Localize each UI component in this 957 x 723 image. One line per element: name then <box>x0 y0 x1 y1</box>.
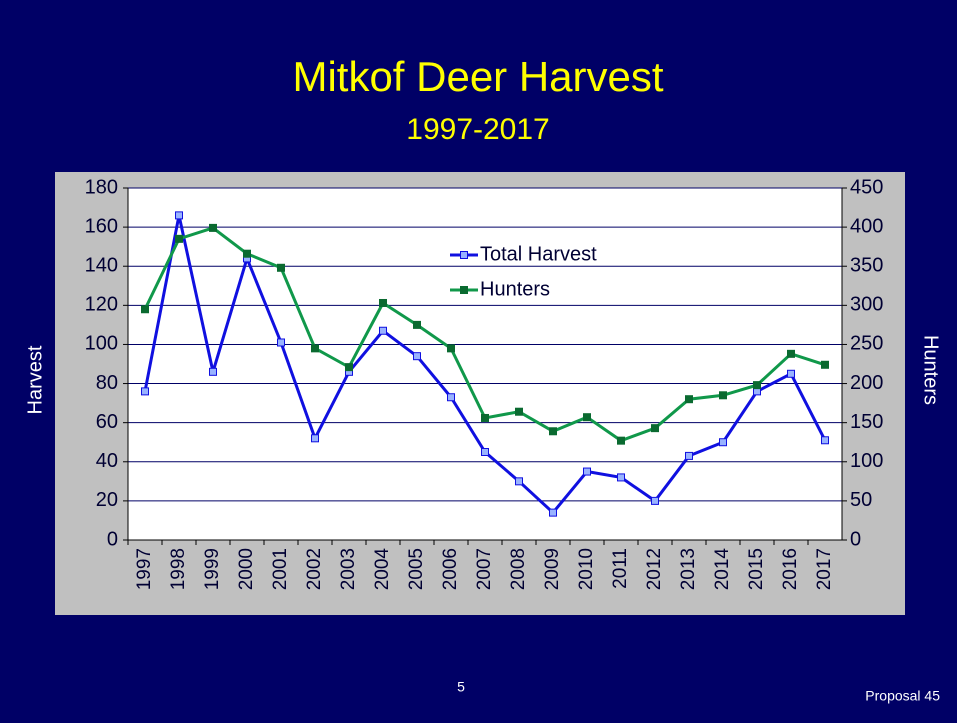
y2-axis-title: Hunters <box>920 335 942 405</box>
legend-marker <box>460 251 468 259</box>
chart-title: Mitkof Deer Harvest <box>292 53 663 100</box>
data-point <box>277 263 285 272</box>
data-point <box>141 305 149 314</box>
data-point <box>515 477 523 486</box>
x-tick-label: 2013 <box>678 548 699 590</box>
y-axis-title: Harvest <box>24 345 46 414</box>
y2-tick-label: 300 <box>850 294 883 316</box>
data-point <box>617 436 625 445</box>
data-point <box>787 369 795 378</box>
y-tick-label: 0 <box>107 528 118 550</box>
x-tick-label: 2017 <box>814 548 835 590</box>
data-point <box>685 395 693 404</box>
x-tick-label: 1998 <box>168 548 189 590</box>
legend-label: Hunters <box>480 278 550 300</box>
data-point <box>549 427 557 436</box>
data-point <box>209 367 217 376</box>
data-point <box>583 413 591 422</box>
data-point <box>311 344 319 353</box>
x-tick-label: 2012 <box>644 548 665 590</box>
y2-tick-label: 0 <box>850 528 861 550</box>
data-point <box>379 298 387 307</box>
x-tick-label: 2003 <box>338 548 359 590</box>
y2-tick-label: 350 <box>850 255 883 277</box>
x-tick-label: 2010 <box>576 548 597 590</box>
x-tick-label: 2005 <box>406 548 427 590</box>
legend-label: Total Harvest <box>480 243 597 265</box>
x-tick-label: 2015 <box>746 548 767 590</box>
x-tick-label: 2006 <box>440 548 461 590</box>
data-point <box>175 211 183 220</box>
data-point <box>277 338 285 347</box>
data-point <box>141 387 149 396</box>
legend-marker <box>460 286 468 294</box>
y-tick-label: 100 <box>85 333 118 355</box>
y-tick-label: 60 <box>96 411 118 433</box>
data-point <box>345 363 353 372</box>
x-tick-label: 2004 <box>372 548 393 591</box>
data-point <box>651 424 659 433</box>
x-tick-label: 1997 <box>134 548 155 590</box>
data-point <box>243 249 251 258</box>
x-tick-label: 2016 <box>780 548 801 590</box>
y-tick-label: 20 <box>96 489 118 511</box>
footer: Proposal 45 <box>865 688 940 704</box>
x-tick-label: 2011 <box>610 548 631 589</box>
data-point <box>651 496 659 505</box>
y2-tick-label: 400 <box>850 215 883 237</box>
data-point <box>447 393 455 402</box>
y-tick-label: 80 <box>96 372 118 394</box>
x-tick-label: 1999 <box>202 548 223 590</box>
chart-subtitle: 1997-2017 <box>406 113 549 146</box>
data-point <box>447 344 455 353</box>
data-point <box>753 381 761 390</box>
y2-tick-label: 450 <box>850 176 883 198</box>
data-point <box>821 360 829 369</box>
plot-area <box>128 188 842 540</box>
x-tick-label: 2007 <box>474 548 495 590</box>
y2-tick-label: 100 <box>850 450 883 472</box>
data-point <box>549 508 557 517</box>
data-point <box>685 451 693 460</box>
y2-tick-label: 150 <box>850 411 883 433</box>
x-tick-label: 2014 <box>712 548 733 591</box>
data-point <box>787 349 795 358</box>
y-tick-label: 160 <box>85 215 118 237</box>
y2-tick-label: 200 <box>850 372 883 394</box>
x-tick-label: 2002 <box>304 548 325 590</box>
data-point <box>583 467 591 476</box>
data-point <box>515 407 523 416</box>
page-number: 5 <box>457 679 465 695</box>
y-tick-label: 180 <box>85 176 118 198</box>
data-point <box>175 234 183 243</box>
data-point <box>379 326 387 335</box>
y-tick-label: 140 <box>85 255 118 277</box>
data-point <box>481 413 489 422</box>
y2-tick-label: 50 <box>850 489 872 511</box>
data-point <box>481 448 489 456</box>
data-point <box>311 434 319 443</box>
x-tick-label: 2000 <box>236 548 257 590</box>
data-point <box>413 352 421 361</box>
data-point <box>719 391 727 400</box>
data-point <box>413 320 421 329</box>
x-tick-label: 2008 <box>508 548 529 590</box>
y2-tick-label: 250 <box>850 333 883 355</box>
data-point <box>719 438 727 447</box>
x-tick-label: 2001 <box>270 548 291 590</box>
x-tick-label: 2009 <box>542 548 563 590</box>
data-point <box>821 436 829 445</box>
data-point <box>617 473 625 482</box>
y-tick-label: 40 <box>96 450 118 472</box>
y-tick-label: 120 <box>85 294 118 316</box>
data-point <box>209 223 217 232</box>
